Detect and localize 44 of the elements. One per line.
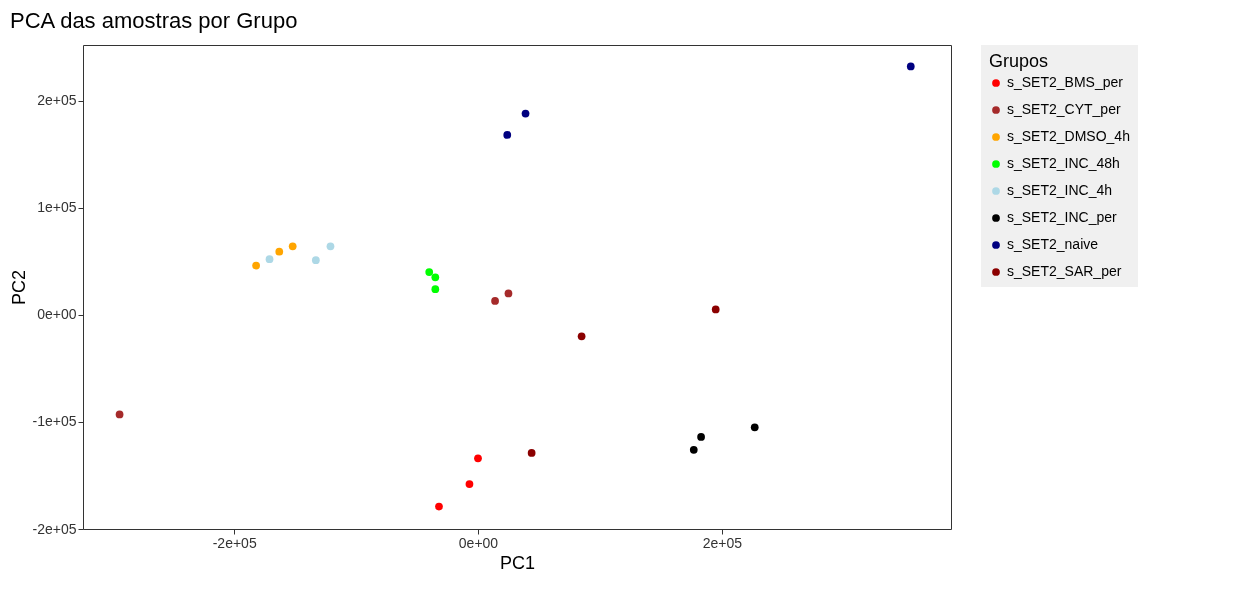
x-tick-label: -2e+05 — [212, 534, 257, 551]
point — [906, 62, 915, 71]
point — [465, 480, 474, 488]
chart-title: PCA das amostras por Grupo — [10, 8, 298, 33]
y-tick-label: -1e+05 — [32, 413, 77, 430]
point — [431, 273, 440, 282]
point — [425, 268, 434, 276]
legend-label: s_SET2_INC_per — [1007, 209, 1118, 225]
x-tick-label: 2e+05 — [702, 534, 743, 551]
point — [474, 454, 482, 463]
point — [503, 131, 512, 139]
point — [435, 502, 443, 511]
y-tick-label: 1e+05 — [37, 199, 77, 216]
y-tick-label: -2e+05 — [32, 520, 77, 537]
point — [326, 242, 335, 251]
point — [521, 109, 530, 118]
point — [252, 261, 260, 270]
point — [115, 410, 124, 419]
x-axis-title: PC1 — [499, 552, 536, 573]
legend-label: s_SET2_naive — [1007, 236, 1099, 252]
legend-label: s_SET2_BMS_per — [1007, 74, 1124, 90]
x-tick-label: 0e+00 — [458, 534, 499, 551]
legend-label: s_SET2_INC_4h — [1007, 182, 1113, 198]
legend-title: Grupos — [989, 51, 1049, 71]
point — [527, 449, 536, 457]
point — [275, 247, 284, 256]
point — [288, 242, 297, 251]
point — [504, 289, 513, 298]
legend-label: s_SET2_INC_48h — [1007, 155, 1120, 171]
y-axis-title: PC2 — [8, 269, 29, 306]
point — [689, 445, 698, 454]
point — [491, 297, 499, 305]
point — [265, 255, 274, 264]
point — [697, 433, 705, 441]
y-tick-label: 0e+00 — [37, 306, 77, 323]
point — [577, 332, 586, 341]
y-tick-label: 2e+05 — [37, 92, 77, 109]
point — [711, 305, 720, 314]
point — [750, 423, 759, 432]
legend-label: s_SET2_DMSO_4h — [1007, 128, 1130, 144]
legend-label: s_SET2_CYT_per — [1007, 101, 1121, 117]
point — [311, 256, 320, 265]
point — [431, 285, 440, 294]
legend-label: s_SET2_SAR_per — [1007, 263, 1122, 279]
